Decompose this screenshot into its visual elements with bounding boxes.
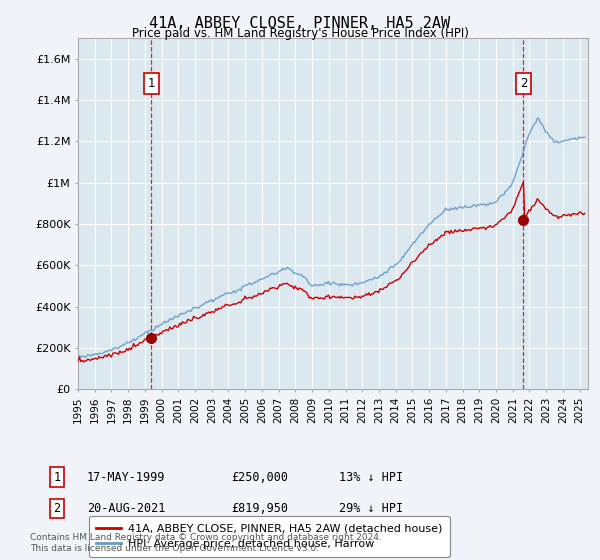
Text: Contains HM Land Registry data © Crown copyright and database right 2024.
This d: Contains HM Land Registry data © Crown c… [30, 533, 382, 553]
Text: £250,000: £250,000 [231, 470, 288, 484]
Text: Price paid vs. HM Land Registry's House Price Index (HPI): Price paid vs. HM Land Registry's House … [131, 27, 469, 40]
Text: 2: 2 [520, 77, 527, 90]
Text: 2: 2 [53, 502, 61, 515]
Legend: 41A, ABBEY CLOSE, PINNER, HA5 2AW (detached house), HPI: Average price, detached: 41A, ABBEY CLOSE, PINNER, HA5 2AW (detac… [89, 516, 449, 557]
Text: 20-AUG-2021: 20-AUG-2021 [87, 502, 166, 515]
Text: 1: 1 [148, 77, 155, 90]
Text: £819,950: £819,950 [231, 502, 288, 515]
Text: 1: 1 [53, 470, 61, 484]
Text: 17-MAY-1999: 17-MAY-1999 [87, 470, 166, 484]
Text: 13% ↓ HPI: 13% ↓ HPI [339, 470, 403, 484]
Text: 29% ↓ HPI: 29% ↓ HPI [339, 502, 403, 515]
Text: 41A, ABBEY CLOSE, PINNER, HA5 2AW: 41A, ABBEY CLOSE, PINNER, HA5 2AW [149, 16, 451, 31]
